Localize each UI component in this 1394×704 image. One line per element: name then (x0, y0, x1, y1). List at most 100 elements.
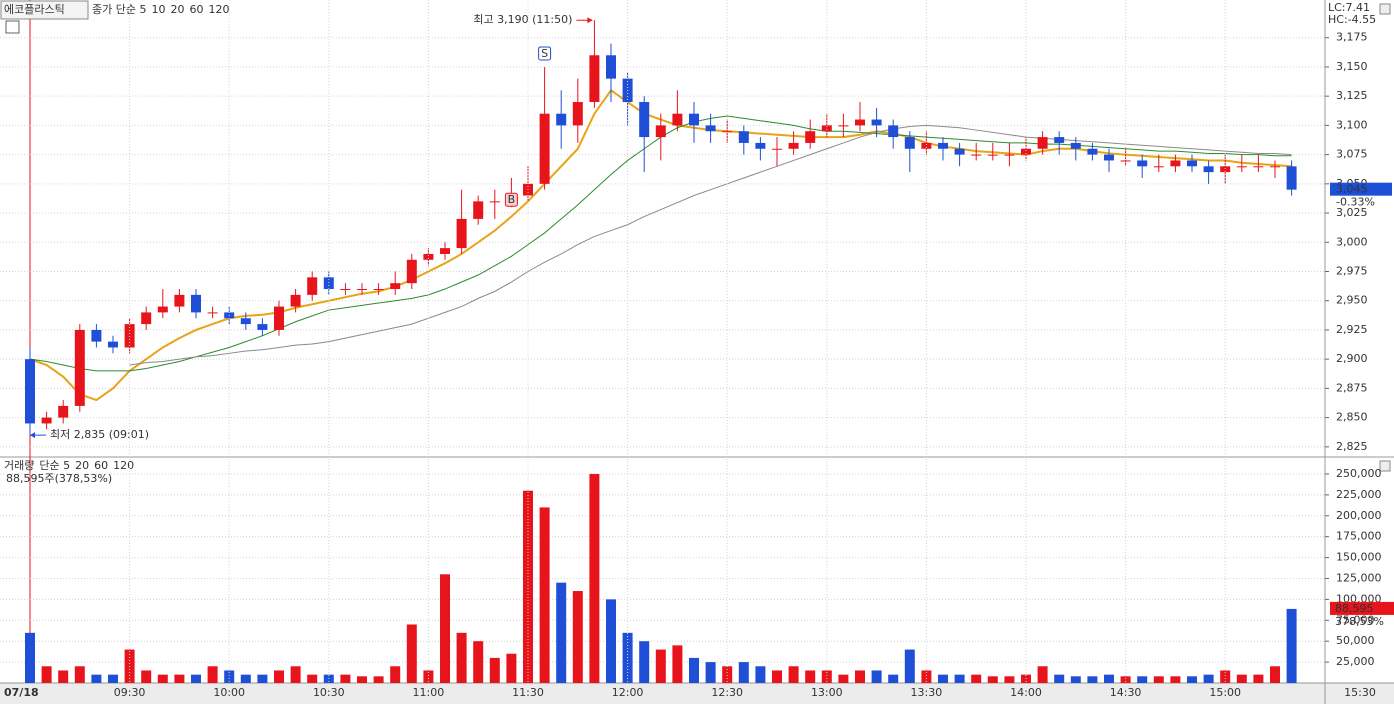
candle-body (1004, 154, 1015, 156)
legend-item: 종가 단순 5 (92, 3, 146, 16)
candle-body (1270, 166, 1280, 168)
x-tick-label: 11:30 (512, 686, 544, 699)
volume-bar (1104, 674, 1114, 683)
legend-item: 거래량 (4, 459, 34, 472)
volume-bar (257, 674, 268, 683)
table-icon[interactable] (5, 20, 20, 34)
candle-body (58, 405, 69, 418)
candle-body (25, 359, 35, 424)
candle-body (340, 289, 351, 291)
volume-bar (224, 670, 235, 683)
y-tick-label: 200,000 (1336, 509, 1382, 522)
close-button[interactable] (1379, 3, 1391, 15)
close-button[interactable] (1379, 460, 1391, 472)
y-tick-label: 2,825 (1336, 440, 1368, 453)
volume-bar (74, 666, 85, 683)
y-tick-label: 2,900 (1336, 352, 1368, 365)
stat-label: HC:-4.55 (1328, 13, 1376, 26)
volume-bar (340, 674, 351, 683)
volume-bar (290, 666, 301, 683)
legend-item: 20 (170, 3, 184, 16)
candle-body (556, 113, 567, 126)
candle-body (821, 125, 832, 132)
x-tick-label: 13:30 (911, 686, 943, 699)
y-tick-label: 2,950 (1336, 294, 1368, 307)
candle-body (1170, 160, 1181, 167)
candle-body (805, 131, 816, 143)
volume-bar (539, 507, 550, 683)
candle-body (489, 201, 500, 203)
candle-body (191, 294, 201, 313)
y-tick-label: 175,000 (1336, 530, 1382, 543)
candle-body (772, 148, 782, 150)
candle-body (921, 142, 932, 149)
volume-bar (406, 624, 417, 683)
volume-bar (938, 674, 948, 683)
candle-body (672, 113, 683, 126)
volume-bar (689, 657, 699, 683)
volume-bar (423, 670, 434, 683)
volume-bar (523, 490, 533, 683)
last-price-label: 3,045 (1336, 183, 1368, 196)
candle-body (406, 259, 417, 284)
candle-body (1054, 137, 1065, 143)
stat-label: LC:7.41 (1328, 1, 1370, 14)
volume-bar (1270, 666, 1280, 683)
high-arrow-head (587, 17, 593, 24)
volume-bar (1054, 674, 1065, 683)
candle-body (41, 417, 52, 424)
candle-body (755, 142, 766, 149)
signal-marker (538, 46, 552, 61)
candle-body (174, 294, 185, 307)
y-tick-label: 250,000 (1336, 467, 1382, 480)
candle-body (456, 218, 467, 249)
title-box[interactable] (0, 0, 89, 20)
legend-item: 10 (151, 3, 165, 16)
volume-bar (25, 632, 35, 683)
candle-body (1070, 142, 1081, 149)
volume-bar (174, 674, 185, 683)
candle-body (1187, 160, 1197, 167)
volume-bar (738, 662, 749, 683)
volume-bar (921, 670, 932, 683)
volume-bar (655, 649, 666, 683)
volume-bar (473, 641, 484, 683)
x-tick-label: 12:00 (612, 686, 644, 699)
low-arrow-head (30, 432, 35, 439)
candle-body (390, 283, 401, 290)
volume-bar (572, 591, 583, 683)
volume-bar (191, 674, 201, 683)
candle-body (257, 324, 268, 330)
x-tick-label: 14:00 (1010, 686, 1042, 699)
candle-body (1236, 166, 1247, 168)
volume-bar (440, 574, 450, 683)
volume-bar (1070, 676, 1081, 683)
legend-item: 120 (113, 459, 134, 472)
x-tick-label: 13:00 (811, 686, 843, 699)
volume-bar (838, 674, 849, 683)
candle-body (1153, 166, 1164, 168)
volume-bar (871, 670, 882, 683)
volume-bar (1220, 670, 1231, 683)
volume-bar (489, 657, 500, 683)
last-volume-box (1330, 601, 1394, 615)
x-tick-label: 10:00 (213, 686, 245, 699)
volume-bar (307, 674, 318, 683)
volume-bar (954, 674, 965, 683)
volume-bar (1236, 674, 1247, 683)
candle-body (323, 277, 334, 290)
volume-bar (1037, 666, 1048, 683)
ma-line (129, 124, 1292, 366)
candle-body (290, 294, 301, 307)
last-price-box (1330, 182, 1392, 196)
y-tick-label: 3,025 (1336, 206, 1368, 219)
candle-body (1037, 137, 1048, 149)
volume-bar (772, 670, 782, 683)
x-tick-label: 09:30 (114, 686, 146, 699)
candle-body (274, 306, 284, 330)
volume-bar (1120, 676, 1131, 683)
candle-body (141, 312, 152, 325)
x-tick-label: 11:00 (413, 686, 445, 699)
candle-body (871, 119, 882, 126)
